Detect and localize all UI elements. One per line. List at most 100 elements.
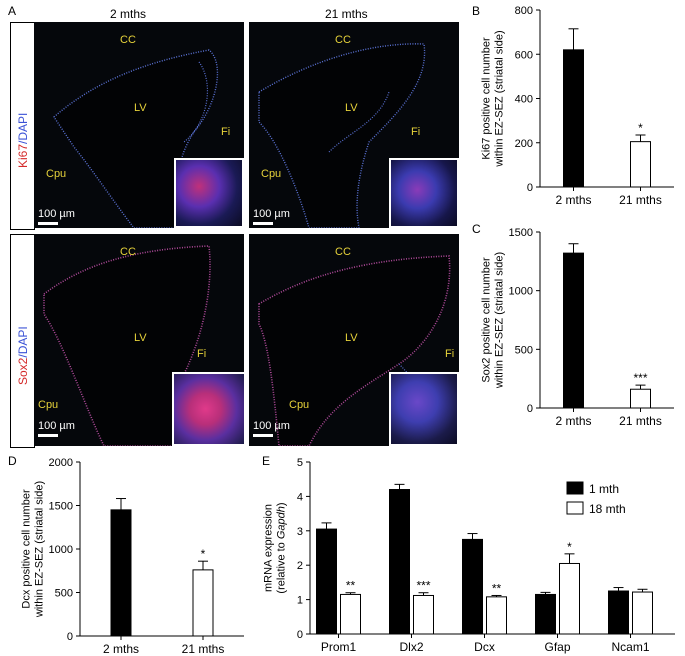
bar-Dcx-1-mth	[462, 538, 483, 635]
significance-mark: *	[567, 540, 572, 554]
panel-c-letter: C	[472, 222, 481, 236]
y-tick-label: 4	[297, 491, 303, 503]
bar-Prom1-1-mth	[316, 528, 337, 635]
micrograph-ki67-2mths: CC LV Fi Cpu 100 µm	[34, 22, 244, 228]
bar-Prom1-18-mth	[340, 593, 361, 635]
label-lv: LV	[134, 102, 147, 114]
y-tick-label: 1000	[509, 286, 533, 298]
panel-b-letter: B	[472, 4, 481, 18]
bar-Ncam1-18-mth	[632, 591, 653, 635]
significance-mark: **	[492, 581, 502, 595]
y-tick-label: 0	[67, 631, 73, 643]
bar-Gfap-18-mth	[559, 562, 580, 635]
y-axis-label: Dcx positive cell numberwithin EZ-SEZ (s…	[20, 481, 45, 618]
x-tick-label: 2 mths	[555, 414, 591, 428]
row-label-bottom: Sox2/DAPI	[16, 326, 30, 385]
label-fi: Fi	[411, 126, 421, 138]
y-tick-label: 0	[297, 629, 303, 641]
scale-bar	[253, 222, 273, 225]
label-cc: CC	[335, 246, 351, 258]
y-tick-label: 3	[297, 526, 303, 538]
tissue-outline	[258, 43, 426, 228]
y-tick-label: 1500	[49, 501, 73, 513]
row-label-top: Ki67/DAPI	[16, 112, 30, 168]
bar-2-mths	[110, 509, 132, 637]
col-head-right: 21 mths	[325, 7, 368, 21]
x-tick-label: Ncam1	[611, 640, 649, 654]
legend-swatch	[566, 501, 584, 515]
chart-sox2: 0 500 1000 1500 2 mths 21 mths *** Sox2 positiv…	[480, 227, 674, 428]
label-cpu: Cpu	[289, 399, 310, 411]
col-head-left: 2 mths	[110, 7, 147, 21]
label-fi: Fi	[221, 126, 231, 138]
bar-21-mths	[630, 141, 651, 188]
label-lv: LV	[345, 102, 358, 114]
tissue-outline	[43, 245, 211, 446]
bar-Dlx2-18-mth	[413, 594, 434, 635]
micrograph-sox2-21mths: CC LV Fi Cpu 100 µm	[249, 234, 459, 446]
inset-zoom	[389, 158, 459, 228]
significance-mark: *	[201, 547, 206, 561]
inset-zoom	[174, 158, 244, 228]
chart-ki67: 0 200 400 600 800 2 mths 21 mths * Ki67 positive…	[480, 5, 674, 207]
bar-Dcx-18-mth	[486, 596, 507, 635]
x-tick-label: Dcx	[474, 640, 495, 654]
x-tick-label: 2 mths	[555, 193, 591, 207]
significance-mark: *	[638, 121, 643, 135]
y-tick-label: 5	[297, 457, 303, 469]
y-axis-label: Ki67 positive cell numberwithin EZ-SEZ (…	[480, 30, 505, 167]
label-fi: Fi	[445, 348, 455, 360]
micrograph-ki67-21mths: CC LV Fi Cpu 100 µm	[249, 22, 459, 228]
y-tick-label: 2000	[49, 457, 73, 469]
chart-mrna: 0 1 2 3 4 5 ** Prom1 *** Dlx2 ** Dcx * Gfap Ncam1 1 mth…	[262, 457, 675, 654]
label-cc: CC	[120, 34, 136, 46]
row-label-box-bottom	[10, 234, 35, 448]
significance-mark: ***	[416, 579, 430, 593]
y-tick-label: 2	[297, 560, 303, 572]
y-tick-label: 500	[515, 344, 533, 356]
bar-Gfap-1-mth	[535, 593, 556, 635]
bar-2-mths	[563, 49, 584, 188]
bar-21-mths	[192, 569, 214, 637]
scale-label: 100 µm	[253, 208, 290, 220]
y-tick-label: 1	[297, 595, 303, 607]
x-tick-label: 21 mths	[619, 193, 662, 207]
label-cpu: Cpu	[38, 399, 59, 411]
legend-swatch	[566, 481, 584, 495]
significance-mark: **	[346, 579, 356, 593]
scale-bar	[253, 434, 273, 437]
panel-a-letter: A	[8, 4, 17, 18]
x-tick-label: 21 mths	[619, 414, 662, 428]
bar-2-mths	[563, 252, 584, 409]
bar-Dlx2-1-mth	[389, 489, 410, 635]
y-tick-label: 800	[515, 5, 533, 17]
label-cpu: Cpu	[261, 168, 282, 180]
x-tick-label: 21 mths	[182, 642, 225, 656]
label-cc: CC	[120, 246, 136, 258]
scale-label: 100 µm	[38, 420, 75, 432]
label-cc: CC	[335, 34, 351, 46]
label-cpu: Cpu	[46, 168, 67, 180]
micrograph-sox2-2mths: CC LV Fi Cpu 100 µm	[34, 234, 244, 446]
legend-label: 18 mth	[589, 502, 626, 516]
x-tick-label: Gfap	[544, 640, 570, 654]
panel-e-letter: E	[262, 454, 271, 468]
x-tick-label: Dlx2	[399, 640, 423, 654]
label-lv: LV	[134, 332, 147, 344]
y-axis-label: Sox2 positive cell numberwithin EZ-SEZ (…	[480, 252, 505, 389]
label-lv: LV	[345, 332, 358, 344]
y-tick-label: 0	[527, 403, 533, 415]
scale-bar	[38, 222, 58, 225]
y-tick-label: 500	[55, 588, 73, 600]
y-tick-label: 0	[527, 182, 533, 194]
x-tick-label: Prom1	[321, 640, 357, 654]
legend-label: 1 mth	[589, 482, 619, 496]
y-tick-label: 200	[515, 138, 533, 150]
inset-zoom	[389, 372, 459, 446]
bar-Ncam1-1-mth	[608, 590, 629, 635]
label-fi: Fi	[197, 348, 207, 360]
y-axis-label: mRNA expression(relative to Gapdh)	[262, 502, 287, 593]
y-tick-label: 400	[515, 94, 533, 106]
chart-dcx: 0 500 1000 1500 2000 2 mths 21 mths * Dcx positi…	[20, 457, 244, 656]
bar-21-mths	[630, 388, 651, 409]
